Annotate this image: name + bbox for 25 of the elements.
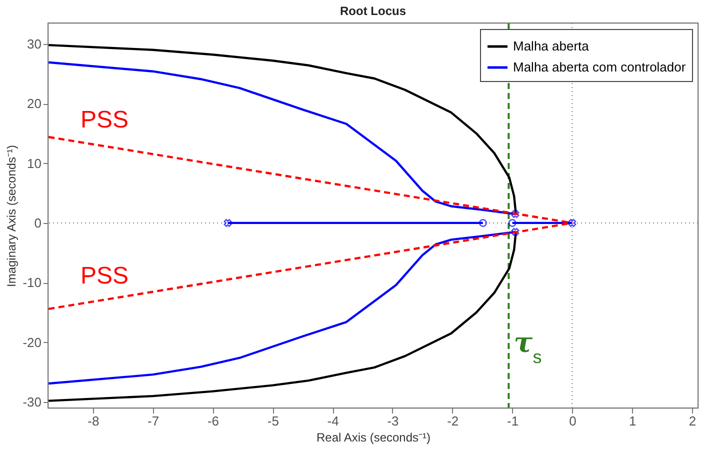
- legend-label: Malha aberta com controlador: [513, 60, 686, 74]
- legend-label: Malha aberta: [513, 38, 590, 54]
- x-tick-label: 2: [688, 414, 696, 428]
- y-tick-label: -30: [22, 394, 42, 410]
- x-tick-label: -6: [207, 414, 220, 428]
- x-tick-label: -2: [447, 414, 459, 428]
- y-tick-label: 20: [27, 96, 42, 112]
- x-axis-title: Real Axis (seconds⁻¹): [316, 430, 431, 444]
- x-tick-label: 1: [628, 414, 636, 428]
- chart-title: Root Locus: [340, 4, 406, 18]
- x-tick-label: -3: [387, 414, 399, 428]
- x-tick-label: 0: [569, 414, 576, 428]
- x-tick-label: -4: [327, 414, 339, 428]
- x-tick-label: -1: [507, 414, 519, 428]
- x-tick-label: -7: [148, 414, 160, 428]
- y-tick-label: 0: [34, 215, 42, 230]
- y-tick-label: -20: [22, 334, 42, 350]
- y-axis-title: Imaginary Axis (seconds⁻¹): [4, 144, 19, 288]
- x-tick-label: -8: [88, 414, 100, 428]
- annotation: PSS: [80, 106, 129, 134]
- y-tick-label: -10: [22, 275, 42, 290]
- annotation: PSS: [80, 262, 129, 290]
- y-tick-label: 30: [27, 36, 42, 52]
- x-tick-label: -5: [267, 414, 279, 428]
- y-tick-label: 10: [27, 156, 42, 171]
